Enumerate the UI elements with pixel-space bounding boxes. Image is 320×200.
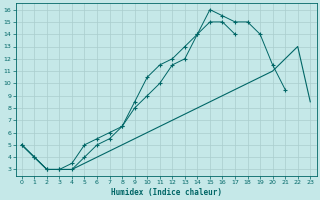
X-axis label: Humidex (Indice chaleur): Humidex (Indice chaleur)	[110, 188, 221, 197]
